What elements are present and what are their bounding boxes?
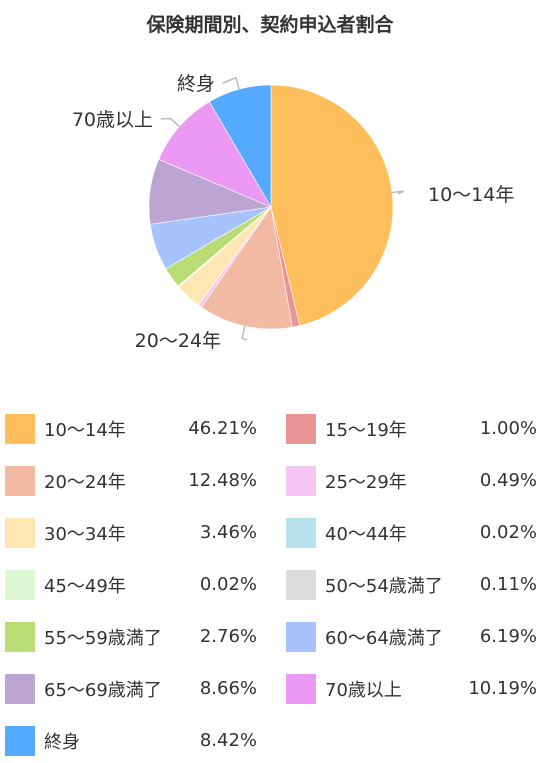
callout-label-2: 70歳以上	[72, 109, 153, 131]
legend-value: 8.66%	[199, 678, 257, 699]
legend-label: 30～34年	[44, 524, 126, 545]
callout-line-0	[392, 190, 405, 195]
legend-swatch	[5, 570, 35, 600]
legend-value: 2.76%	[199, 626, 257, 647]
legend-item: 25～29年	[286, 459, 407, 503]
legend-swatch	[5, 414, 35, 444]
legend-item: 10～14年	[5, 407, 126, 451]
legend-label: 50～54歳満了	[325, 576, 443, 597]
callout-line-3	[222, 76, 240, 90]
legend-swatch	[5, 726, 35, 756]
callout-label-1: 20～24年	[135, 330, 221, 352]
legend-swatch	[5, 674, 35, 704]
legend-swatch	[286, 414, 316, 444]
legend-swatch	[286, 622, 316, 652]
legend-value: 10.19%	[468, 678, 537, 699]
legend-label: 40～44年	[325, 524, 407, 545]
legend-value: 1.00%	[479, 418, 537, 439]
legend-item: 55～59歳満了	[5, 615, 162, 659]
legend-value: 46.21%	[188, 418, 257, 439]
legend-value: 3.46%	[199, 522, 257, 543]
legend-swatch	[5, 622, 35, 652]
legend-swatch	[5, 518, 35, 548]
callout-label-0: 10～14年	[428, 184, 514, 206]
legend-label: 60～64歳満了	[325, 628, 443, 649]
legend-label: 45～49年	[44, 576, 126, 597]
legend-item: 終身	[5, 719, 80, 763]
legend-value: 0.11%	[479, 574, 537, 595]
legend-label: 55～59歳満了	[44, 628, 162, 649]
legend-label: 終身	[44, 732, 80, 753]
legend-value: 0.02%	[199, 574, 257, 595]
legend-item: 15～19年	[286, 407, 407, 451]
legend-item: 65～69歳満了	[5, 667, 162, 711]
pie-slice-11	[158, 101, 272, 208]
pie-slice-12	[209, 84, 272, 209]
legend-item: 20～24年	[5, 459, 126, 503]
legend: 10～14年 46.21% 15～19年 1.00% 20～24年 12.48% 25～29…	[0, 402, 540, 762]
pie-slice-2	[200, 206, 293, 330]
pie-chart: 10～14年 20～24年 70歳以上 終身	[72, 73, 515, 352]
legend-item: 70歳以上	[286, 667, 402, 711]
legend-label: 65～69歳満了	[44, 680, 162, 701]
callout-line-2	[160, 117, 180, 127]
callout-line-1	[241, 326, 248, 341]
pie-slice-0	[270, 84, 394, 326]
legend-item: 50～54歳満了	[286, 563, 443, 607]
legend-swatch	[286, 674, 316, 704]
legend-swatch	[286, 466, 316, 496]
legend-label: 25～29年	[325, 472, 407, 493]
legend-value: 12.48%	[188, 470, 257, 491]
legend-value: 0.02%	[479, 522, 537, 543]
legend-item: 30～34年	[5, 511, 126, 555]
legend-label: 15～19年	[325, 420, 407, 441]
legend-item: 60～64歳満了	[286, 615, 443, 659]
legend-item: 40～44年	[286, 511, 407, 555]
legend-label: 70歳以上	[325, 680, 402, 701]
legend-value: 6.19%	[479, 626, 537, 647]
callout-label-3: 終身	[177, 73, 215, 95]
legend-value: 8.42%	[199, 730, 257, 751]
chart-title: 保険期間別、契約申込者割合	[146, 14, 394, 36]
pie-callouts: 10～14年 20～24年 70歳以上 終身	[72, 73, 515, 352]
legend-swatch	[5, 466, 35, 496]
pie-slices	[148, 84, 394, 330]
legend-label: 10～14年	[44, 420, 126, 441]
legend-swatch	[286, 518, 316, 548]
legend-value: 0.49%	[479, 470, 537, 491]
legend-swatch	[286, 570, 316, 600]
legend-label: 20～24年	[44, 472, 126, 493]
legend-item: 45～49年	[5, 563, 126, 607]
